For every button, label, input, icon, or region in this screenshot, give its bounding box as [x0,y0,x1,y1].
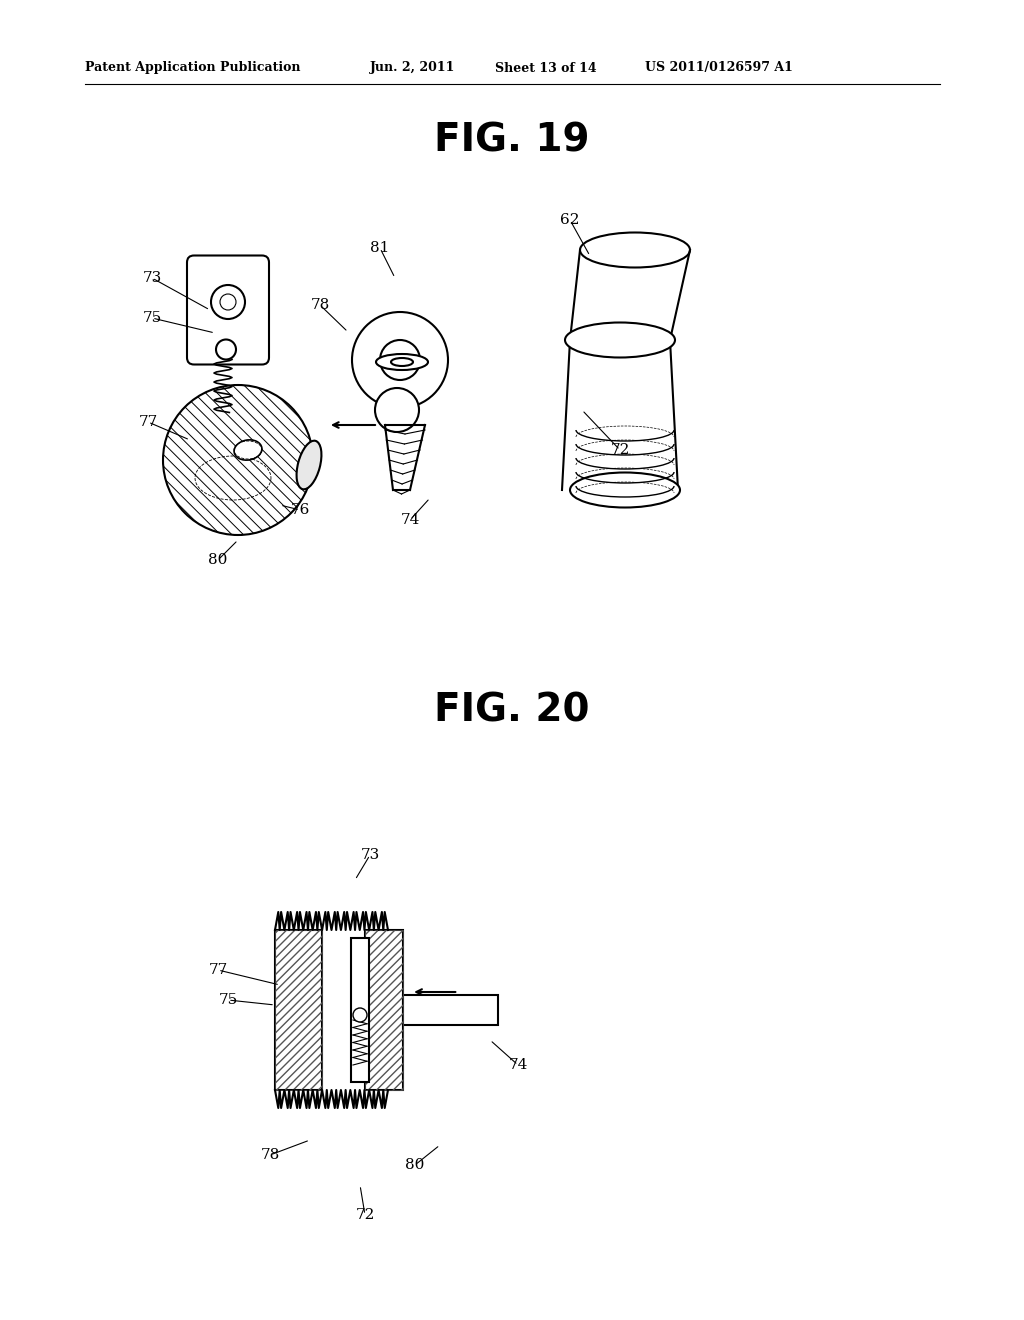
Text: 81: 81 [371,242,390,255]
Text: 80: 80 [406,1158,425,1172]
Text: 62: 62 [560,213,580,227]
Text: 74: 74 [508,1059,527,1072]
Bar [365,931,403,1090]
Circle shape [375,388,419,432]
Text: FIG. 19: FIG. 19 [434,121,590,158]
Bar [351,939,369,1082]
Text: 80: 80 [208,553,227,568]
Circle shape [216,339,236,359]
Bar [275,931,322,1090]
Text: 72: 72 [355,1208,375,1222]
FancyBboxPatch shape [187,256,269,364]
Text: 77: 77 [208,964,227,977]
Text: US 2011/0126597 A1: US 2011/0126597 A1 [645,62,793,74]
Text: 74: 74 [400,513,420,527]
Text: 76: 76 [291,503,309,517]
Text: Jun. 2, 2011: Jun. 2, 2011 [370,62,456,74]
Circle shape [352,312,449,408]
Bar [365,931,403,1090]
Ellipse shape [391,358,413,366]
Ellipse shape [580,232,690,268]
Text: Patent Application Publication: Patent Application Publication [85,62,300,74]
Text: 73: 73 [142,271,162,285]
Text: Sheet 13 of 14: Sheet 13 of 14 [495,62,597,74]
Text: 75: 75 [142,312,162,325]
Ellipse shape [297,441,322,490]
Text: FIG. 20: FIG. 20 [434,690,590,729]
Bar [275,931,322,1090]
Circle shape [211,285,245,319]
Text: 77: 77 [138,414,158,429]
Text: 78: 78 [310,298,330,312]
Circle shape [353,1008,367,1022]
Ellipse shape [570,473,680,507]
Bar [403,995,499,1026]
Text: 78: 78 [260,1148,280,1162]
Ellipse shape [376,354,428,370]
Text: 73: 73 [360,847,380,862]
Ellipse shape [565,322,675,358]
Text: 72: 72 [610,444,630,457]
Circle shape [380,341,420,380]
Circle shape [163,385,313,535]
Ellipse shape [234,440,262,461]
Text: 75: 75 [218,993,238,1007]
